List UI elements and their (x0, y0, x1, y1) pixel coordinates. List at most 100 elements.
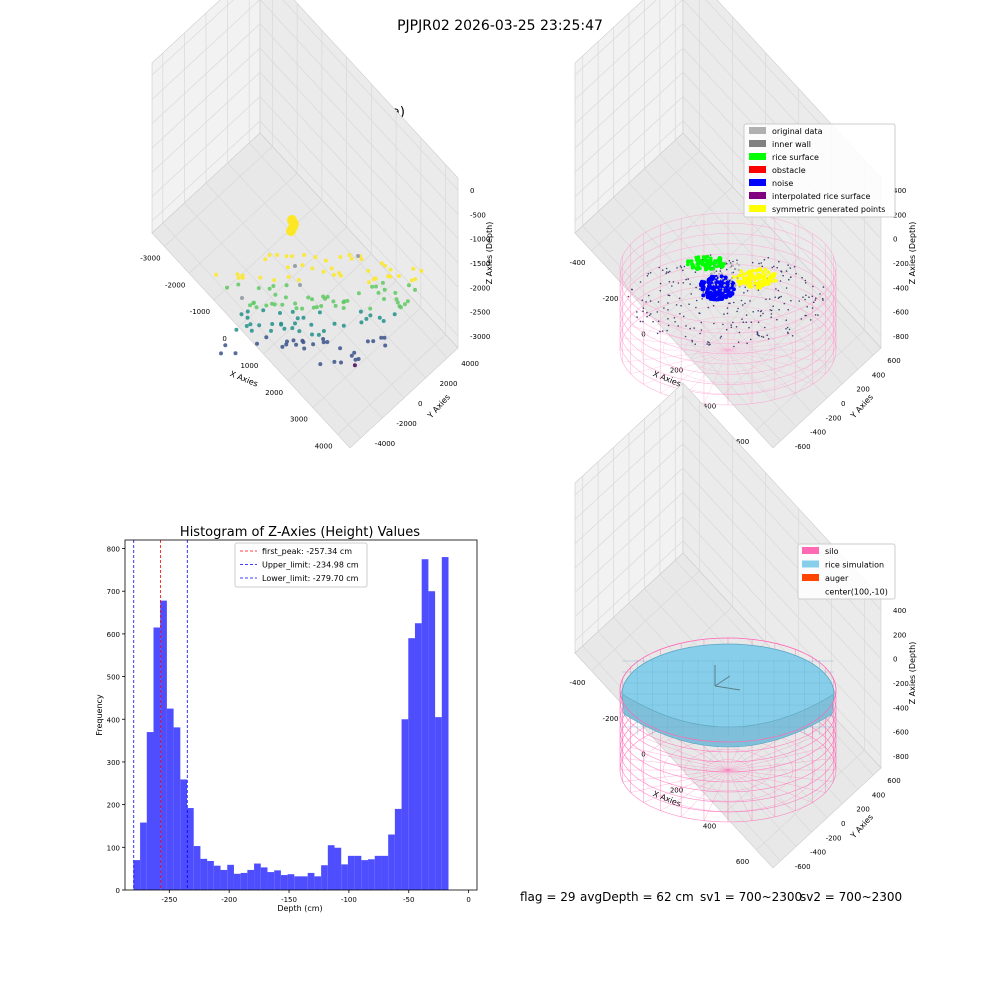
classify-silo-floor-line (703, 349, 729, 404)
classify-original-point (716, 283, 719, 286)
sim-grid-y (582, 645, 781, 862)
classify-panel: 3D classify of Silo Interior-400-2000200… (570, 0, 917, 451)
hist-xtick-label: -200 (221, 896, 237, 904)
raw-data-point (365, 339, 370, 344)
raw-xtick-label: 3000 (290, 416, 308, 424)
hist-ytick-label: 100 (107, 844, 120, 852)
classify-interpolated-point (658, 266, 660, 269)
classify-interpolated-point (667, 324, 670, 327)
raw-data-point (263, 257, 268, 262)
classify-rice-point (686, 260, 690, 264)
classify-noise-point (716, 290, 721, 295)
classify-original-point (738, 285, 741, 288)
raw-data-point (352, 350, 357, 355)
classify-interpolated-point (757, 321, 760, 324)
classify-ytick-label: -200 (826, 414, 842, 422)
classify-interpolated-point (713, 322, 715, 325)
classify-interpolated-point (648, 314, 651, 317)
classify-interpolated-point (669, 270, 671, 273)
hist-bar (401, 719, 409, 890)
classify-interpolated-point (732, 271, 735, 274)
classify-interpolated-point (682, 315, 685, 318)
sim-silo-floor-line (703, 769, 729, 821)
raw-data-point (393, 290, 398, 295)
classify-ztick-label: -400 (893, 284, 909, 292)
raw-data-point (248, 322, 253, 327)
classify-interpolated-point (778, 296, 781, 299)
raw-ztick-label: -2000 (470, 284, 490, 292)
sim-silo-floor-line (727, 737, 813, 771)
classify-interpolated-point (729, 302, 731, 305)
sim-ytick-label: -200 (826, 834, 842, 842)
raw-data-point (356, 357, 361, 361)
classify-symmetric-point (742, 272, 746, 276)
sim-ztick-label: 200 (893, 631, 906, 639)
raw-data-point (291, 338, 296, 343)
classify-interpolated-point (813, 301, 815, 304)
classify-interpolated-point (636, 316, 638, 318)
hist-bar (240, 872, 248, 890)
raw-data-point (297, 329, 302, 334)
raw-data-point (275, 253, 280, 257)
classify-silo-ring (619, 243, 837, 355)
classify-interpolated-point (744, 286, 746, 289)
classify-silo-ring (619, 233, 837, 344)
classify-rice-point (695, 258, 699, 262)
raw-data-point (402, 302, 407, 307)
sim-grid-z (574, 394, 882, 611)
raw-data-point (279, 322, 284, 327)
raw-data-point (366, 268, 371, 273)
classify-interpolated-point (804, 298, 806, 301)
classify-symmetric-point (763, 282, 768, 287)
classify-interpolated-point (806, 306, 808, 308)
classify-interpolated-point (657, 301, 660, 303)
sim-xtick-label: 400 (703, 822, 716, 830)
raw-data-point (271, 284, 276, 288)
classify-interpolated-point (715, 270, 718, 273)
classify-rice-point (708, 262, 713, 267)
classify-grid-y (597, 211, 797, 427)
classify-interpolated-point (694, 271, 697, 274)
hist-bar (227, 864, 234, 890)
raw-data-point (214, 272, 219, 277)
classify-interpolated-point (821, 297, 824, 300)
hist-ytick-label: 200 (107, 802, 120, 810)
classify-original-point (720, 272, 723, 275)
raw-grid-z (151, 120, 459, 337)
classify-original-point (713, 271, 716, 274)
raw-ytick-label: -2000 (396, 420, 416, 428)
classify-rice-point (696, 255, 701, 259)
classify-interpolated-point (767, 338, 770, 340)
classify-interpolated-point (706, 343, 708, 345)
classify-interpolated-point (742, 321, 745, 324)
raw-outlier-point (293, 264, 297, 268)
raw-data-point (284, 254, 289, 259)
classify-original-point (723, 280, 726, 283)
classify-silo-floor-line (727, 306, 796, 351)
classify-interpolated-point (749, 300, 751, 302)
sim-silo-floor-line (727, 769, 753, 821)
hist-bar (435, 717, 442, 890)
classify-legend-swatch (749, 205, 766, 212)
raw-data-point (356, 291, 361, 296)
classify-interpolated-point (723, 313, 725, 315)
raw-data-point (341, 323, 346, 328)
classify-interpolated-point (679, 313, 681, 315)
classify-silo-floor-ring (706, 338, 750, 362)
raw-data-point (352, 363, 357, 368)
classify-original-point (738, 264, 740, 267)
classify-symmetric-point (746, 270, 750, 275)
sim-silo-floor-line (680, 769, 729, 817)
sim-xtick-label: 600 (736, 858, 749, 866)
hist-bar (428, 591, 436, 890)
raw-data-point (367, 280, 371, 285)
raw-data-point (321, 269, 326, 274)
classify-interpolated-point (737, 341, 740, 344)
classify-interpolated-point (790, 299, 792, 302)
sim-legend-box (797, 543, 896, 600)
raw-data-point (339, 360, 343, 365)
classify-original-point (718, 272, 721, 275)
classify-noise-point (701, 293, 706, 298)
classify-interpolated-point (668, 280, 671, 283)
classify-original-point (730, 289, 733, 292)
